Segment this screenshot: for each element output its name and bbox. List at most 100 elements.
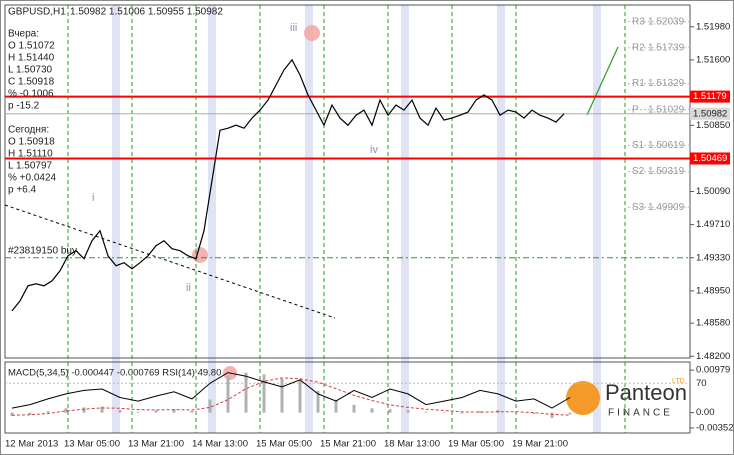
- macd-bar: [226, 375, 230, 413]
- macd-bar: [334, 399, 338, 413]
- ohlc: 1.50982 1.51006 1.50955 1.50982: [70, 7, 223, 18]
- y-tick-label: 1.50850: [696, 120, 730, 131]
- info: C 1.50918: [8, 77, 55, 88]
- wave-label: i: [92, 192, 94, 204]
- info: % -0.1006: [8, 89, 54, 100]
- macd-bar: [118, 410, 122, 413]
- pivot-name: R3: [632, 16, 645, 27]
- trend-line: [4, 204, 336, 319]
- main-panel: [4, 4, 691, 359]
- pivot-value: 1.50619: [648, 140, 685, 151]
- x-tick-label: 13 Mar 21:00: [128, 439, 184, 450]
- macd-bar: [208, 399, 212, 413]
- x-tick-label: 15 Mar 05:00: [256, 439, 312, 450]
- session-bands: [112, 5, 601, 433]
- macd-bar: [568, 412, 572, 415]
- info: H 1.51440: [8, 53, 55, 64]
- y-tick-label: 1.49330: [696, 252, 730, 263]
- macd-bar: [244, 372, 248, 413]
- pivot-value: 1.51329: [648, 78, 685, 89]
- info: L 1.50797: [8, 161, 53, 172]
- logo-name: Panteon: [605, 380, 687, 405]
- x-tick-label: 13 Mar 05:00: [64, 439, 120, 450]
- y-tick-label: 0.00: [696, 407, 715, 418]
- current-label: 1.50982: [693, 108, 727, 119]
- level-label: 1.50469: [693, 153, 727, 164]
- y-tick-label: -0.003524: [696, 422, 734, 433]
- current-box: [690, 107, 730, 120]
- x-tick-label: 15 Mar 21:00: [320, 439, 376, 450]
- symbol: GBPUSD,H1: [8, 7, 66, 18]
- macd-bar: [352, 404, 356, 413]
- y-tick-label: 1.49710: [696, 219, 730, 230]
- y-tick-label: 1.48950: [696, 285, 730, 296]
- y-tick-label: 1.48200: [696, 351, 730, 362]
- rsi-line: [11, 372, 571, 409]
- wave-label: ii: [186, 282, 191, 294]
- order-label: #23819150 buy: [8, 245, 77, 256]
- info: p +6.4: [8, 185, 37, 196]
- x-tick-label: 19 Mar 21:00: [512, 439, 568, 450]
- logo-sub: FINANCE: [608, 408, 673, 419]
- wave-label: iii: [290, 22, 297, 34]
- macd-bar: [46, 411, 50, 413]
- pivot-name: S3: [632, 202, 645, 213]
- level-box: [690, 152, 730, 165]
- macd-bar: [190, 410, 194, 413]
- x-tick-label: 19 Mar 05:00: [448, 439, 504, 450]
- macd-bar: [136, 411, 140, 413]
- wave-label: iv: [370, 144, 378, 156]
- logo-tag: LTD: [672, 378, 685, 385]
- level-label: 1.51179: [693, 91, 727, 102]
- signal-line: [11, 377, 571, 416]
- macd-bar: [154, 410, 158, 413]
- macd-bar: [172, 409, 176, 413]
- info-title: Сегодня:: [8, 125, 49, 136]
- x-tick-label: 18 Mar 13:00: [384, 439, 440, 450]
- info: O 1.51072: [8, 41, 55, 52]
- macd-bar: [424, 411, 428, 413]
- macd-bar: [64, 408, 68, 413]
- y-tick-label: 1.51980: [696, 21, 730, 32]
- macd-bar: [388, 409, 392, 413]
- info: O 1.50918: [8, 137, 55, 148]
- info: % +0.0424: [8, 173, 57, 184]
- level-box: [690, 90, 730, 103]
- pivot-value: 1.49909: [648, 202, 685, 213]
- logo: Panteon LTD FINANCE: [566, 378, 687, 419]
- macd-bar: [100, 406, 104, 413]
- y2-tick-label: 70: [696, 378, 707, 389]
- x-tick-label: 12 Mar 2013: [5, 439, 58, 450]
- macd-bar: [370, 408, 374, 413]
- macd-bar: [280, 378, 284, 413]
- macd-bar: [478, 410, 482, 413]
- x-tick-label: 14 Mar 13:00: [192, 439, 248, 450]
- macd-bar: [28, 412, 32, 415]
- macd-bar: [316, 390, 320, 413]
- macd-bar: [10, 412, 14, 417]
- pivot-value: 1.50319: [648, 166, 685, 177]
- price-line: [11, 58, 565, 312]
- info-title: Вчера:: [8, 29, 39, 40]
- macd-bar: [406, 410, 410, 413]
- indicator-title: MACD(5,34,5) -0.000447 -0.000769 RSI(14)…: [8, 368, 221, 379]
- info: L 1.50730: [8, 65, 53, 76]
- pivot-name: S2: [632, 166, 645, 177]
- macd-bar: [262, 374, 266, 413]
- pivot-name: R1: [632, 78, 645, 89]
- macd-bar: [532, 412, 536, 414]
- macd-bar: [550, 412, 554, 418]
- pivot-value: 1.51739: [648, 42, 685, 53]
- pivot-name: P: [632, 104, 639, 115]
- y-tick-label: 1.50090: [696, 186, 730, 197]
- macd-bar: [298, 380, 302, 413]
- y-tick-label: 1.51600: [696, 54, 730, 65]
- y-tick-label: 1.48580: [696, 318, 730, 329]
- indicator-panel: [4, 361, 691, 434]
- pivot-name: S1: [632, 140, 645, 151]
- info: p -15.2: [8, 101, 40, 112]
- macd-bar: [82, 407, 86, 413]
- macd-bar: [460, 412, 464, 414]
